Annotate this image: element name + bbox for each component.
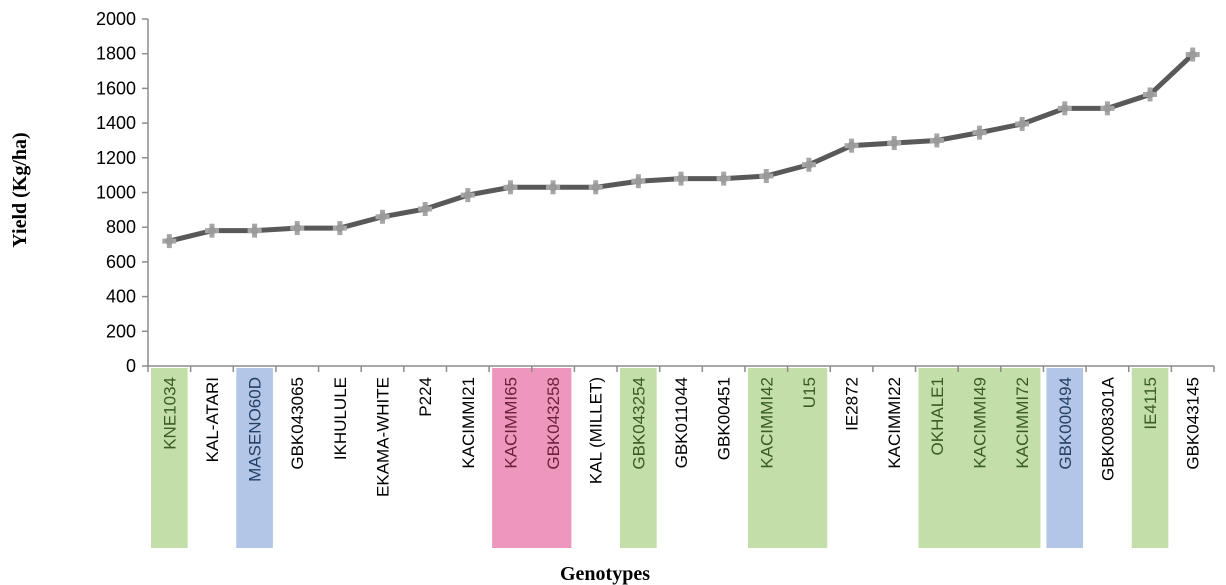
data-point bbox=[418, 201, 433, 216]
data-point bbox=[759, 169, 774, 184]
highlight-band-green bbox=[918, 368, 1041, 548]
x-category-label: KAL-ATARI bbox=[203, 377, 222, 462]
y-tick-label: 1000 bbox=[96, 183, 136, 203]
axes bbox=[142, 18, 1215, 372]
highlight-band-pink bbox=[492, 368, 572, 548]
x-category-label: KACIMMI72 bbox=[1013, 377, 1032, 469]
data-point bbox=[631, 174, 646, 189]
data-point bbox=[162, 234, 177, 249]
x-category-label: KACIMMI65 bbox=[501, 377, 520, 469]
x-category-label: EKAMA-WHITE bbox=[374, 377, 393, 497]
data-point bbox=[887, 136, 902, 151]
y-tick-label: 400 bbox=[106, 287, 136, 307]
data-point bbox=[1100, 101, 1115, 116]
y-tick-label: 800 bbox=[106, 217, 136, 237]
series-line bbox=[168, 52, 1195, 244]
data-point bbox=[1015, 116, 1030, 131]
x-category-label: KACIMMI49 bbox=[970, 377, 989, 469]
y-tick-label: 1400 bbox=[96, 113, 136, 133]
x-category-label: GBK043254 bbox=[629, 377, 648, 470]
x-category-label: IE2872 bbox=[843, 377, 862, 431]
data-point bbox=[929, 133, 944, 148]
highlight-band-blue bbox=[236, 368, 273, 548]
data-point bbox=[1185, 47, 1200, 62]
y-tick-label: 1600 bbox=[96, 78, 136, 98]
x-category-label: P224 bbox=[416, 377, 435, 417]
highlight-band-green bbox=[747, 368, 828, 548]
data-point bbox=[375, 209, 390, 224]
x-category-label: U15 bbox=[800, 377, 819, 408]
data-point bbox=[247, 223, 262, 238]
data-point bbox=[674, 171, 688, 186]
data-point bbox=[1057, 101, 1072, 116]
y-tick-label: 600 bbox=[106, 252, 136, 272]
series-yield bbox=[162, 47, 1200, 249]
highlight-band-green bbox=[1131, 368, 1169, 548]
y-tick-label: 1800 bbox=[96, 44, 136, 64]
data-point bbox=[546, 180, 561, 195]
highlight-band-green bbox=[620, 368, 657, 548]
x-category-label: GBK008301A bbox=[1098, 376, 1117, 481]
y-tick-label: 0 bbox=[126, 356, 136, 376]
data-point bbox=[460, 188, 475, 203]
x-category-label: GBK043258 bbox=[544, 377, 563, 470]
data-point bbox=[844, 138, 859, 153]
y-axis-title: Yield (Kg/ha) bbox=[9, 132, 31, 247]
x-category-label: KACIMMI21 bbox=[459, 377, 478, 469]
data-point bbox=[972, 125, 987, 140]
x-category-label: MASENO60D bbox=[246, 377, 265, 482]
x-category-label: IE4115 bbox=[1141, 377, 1160, 430]
y-tick-labels: 0 200 400 600 800 1000 1200 1400 1600 1800 2000 bbox=[96, 9, 136, 376]
data-point bbox=[1143, 87, 1158, 102]
y-tick-label: 200 bbox=[106, 321, 136, 341]
x-category-label: IKHULULE bbox=[331, 377, 350, 460]
x-category-label: KAL (MILLET) bbox=[587, 377, 606, 484]
highlight-bands bbox=[151, 368, 1169, 548]
data-point bbox=[503, 180, 518, 195]
data-point bbox=[204, 223, 219, 238]
y-tick-label: 2000 bbox=[96, 9, 136, 29]
x-axis-title: Genotypes bbox=[560, 563, 650, 585]
x-category-label: GBK043145 bbox=[1184, 377, 1203, 470]
highlight-band-green bbox=[151, 368, 188, 548]
data-point bbox=[588, 180, 603, 195]
x-category-label: GBK00451 bbox=[715, 377, 734, 460]
y-tick-label: 1200 bbox=[96, 148, 136, 168]
x-category-labels: KNE1034 KAL-ATARI MASENO60D GBK043065 IKHULU… bbox=[160, 376, 1202, 497]
x-category-label: KNE1034 bbox=[160, 377, 179, 450]
x-category-label: GBK011044 bbox=[672, 377, 691, 468]
x-category-label: GBK000494 bbox=[1056, 377, 1075, 470]
x-category-label: KACIMMI22 bbox=[885, 377, 904, 469]
data-point bbox=[716, 171, 731, 186]
x-category-label: OKHALE1 bbox=[928, 377, 947, 455]
data-point bbox=[290, 221, 305, 236]
highlight-band-blue bbox=[1046, 368, 1084, 548]
x-category-label: GBK043065 bbox=[288, 377, 307, 470]
data-point bbox=[801, 157, 816, 172]
x-category-label: KACIMMI42 bbox=[757, 377, 776, 469]
data-point bbox=[332, 221, 347, 236]
